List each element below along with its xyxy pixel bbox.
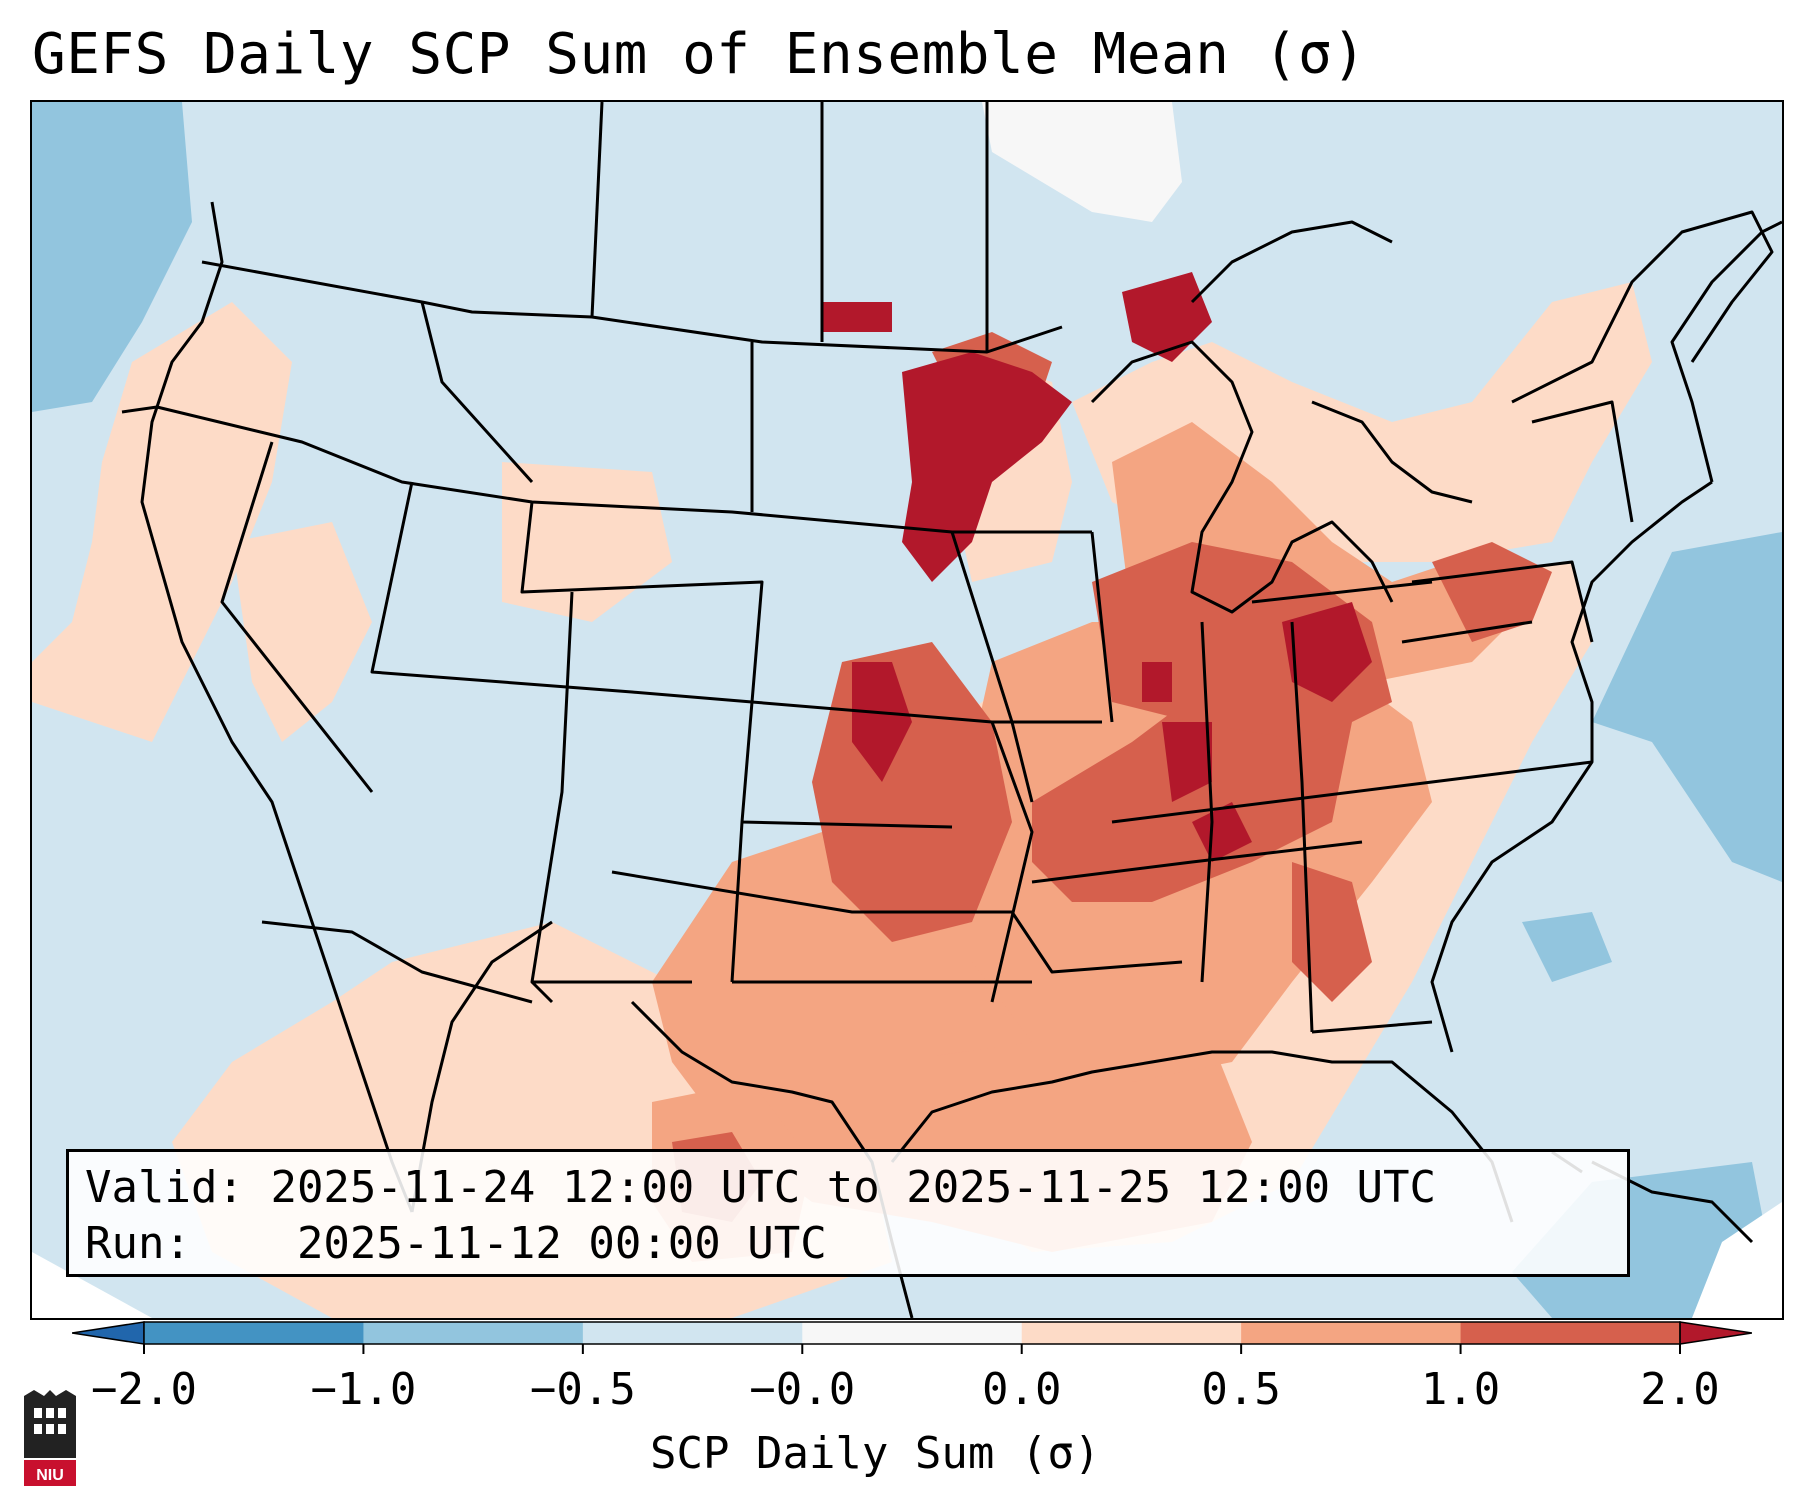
colorbar-tick-label: −0.5 bbox=[529, 1364, 636, 1415]
run-label: Run: bbox=[85, 1218, 191, 1269]
map-canvas bbox=[32, 102, 1782, 1318]
colorbar-segment bbox=[1021, 1322, 1242, 1344]
colorbar-label: SCP Daily Sum (σ) bbox=[650, 1428, 1101, 1479]
colorbar-tick-label: 0.5 bbox=[1201, 1364, 1281, 1415]
colorbar-tick-label: 1.0 bbox=[1420, 1364, 1501, 1415]
colorbar-tick-label: 0.0 bbox=[981, 1364, 1062, 1415]
state-boundaries bbox=[121, 102, 1634, 1034]
colorbar-extend-high bbox=[1679, 1321, 1752, 1345]
anomaly-above-2.0-layer bbox=[822, 272, 1372, 862]
colorbar-segment bbox=[1241, 1322, 1462, 1344]
colorbar-tick-label: 2.0 bbox=[1640, 1364, 1720, 1415]
valid-label: Valid: bbox=[85, 1162, 244, 1213]
negative-anomaly-layer bbox=[32, 102, 1782, 1318]
valid-time: 2025-11-24 12:00 UTC to 2025-11-25 12:00… bbox=[270, 1162, 1437, 1213]
coastlines bbox=[140, 201, 1782, 1318]
logo-text: NIU bbox=[36, 1467, 64, 1484]
chart-title: GEFS Daily SCP Sum of Ensemble Mean (σ) bbox=[32, 22, 1367, 87]
colorbar-segment bbox=[1460, 1322, 1681, 1344]
colorbar-tick-label: −2.0 bbox=[91, 1364, 197, 1415]
colorbar-tick-label: −1.0 bbox=[310, 1364, 417, 1415]
colorbar-segment bbox=[802, 1322, 1023, 1344]
colorbar-tick-label: −0.0 bbox=[749, 1364, 856, 1415]
valid-run-info-box: Valid: 2025-11-24 12:00 UTC to 2025-11-2… bbox=[66, 1149, 1630, 1277]
colorbar-segment bbox=[363, 1322, 584, 1344]
colorbar bbox=[72, 1321, 1752, 1354]
run-time: 2025-11-12 00:00 UTC bbox=[296, 1218, 827, 1269]
colorbar-outline bbox=[143, 1321, 1681, 1345]
colorbar-segment bbox=[582, 1322, 803, 1344]
colorbar-segment bbox=[144, 1322, 364, 1344]
niu-logo: NIU bbox=[24, 1390, 76, 1486]
map-panel bbox=[30, 100, 1784, 1320]
colorbar-extend-low bbox=[72, 1321, 145, 1345]
